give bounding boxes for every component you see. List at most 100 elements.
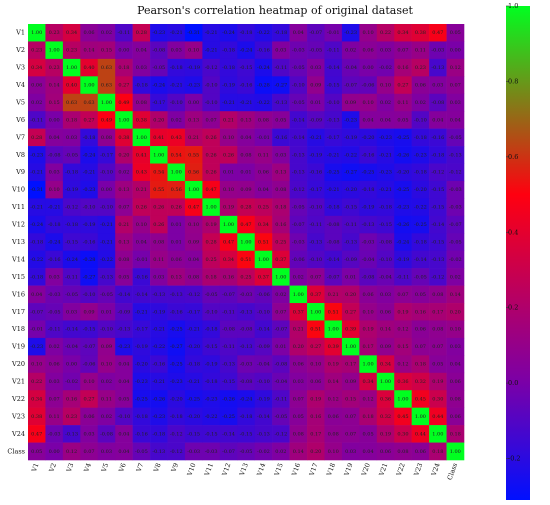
heatmap-cell (132, 390, 151, 408)
heatmap-cell (376, 303, 395, 321)
cell-value-label: -0.22 (257, 30, 270, 36)
cell-value-label: 0.63 (101, 65, 112, 71)
heatmap-cell (394, 390, 412, 408)
cell-value-label: -0.06 (257, 292, 270, 298)
cell-value-label: 0.11 (101, 396, 112, 402)
cell-value-label: 0.21 (118, 222, 129, 228)
cell-value-label: -0.11 (30, 117, 43, 123)
cell-value-label: -0.05 (48, 309, 61, 315)
heatmap-cell (132, 128, 151, 147)
heatmap-cell (429, 285, 447, 304)
cell-value-label: 0.14 (293, 449, 304, 455)
heatmap-cell (289, 285, 308, 304)
cell-value-label: 0.47 (31, 431, 42, 437)
cell-value-label: 0.17 (363, 344, 374, 350)
heatmap-cell (429, 407, 447, 426)
cell-value-label: 0.47 (223, 240, 234, 246)
heatmap-cell (202, 198, 221, 217)
cell-value-label: 0.05 (118, 396, 129, 402)
cell-value-label: -0.10 (414, 117, 427, 123)
heatmap-cell (289, 128, 308, 147)
heatmap-cell (394, 58, 412, 77)
heatmap-cell (254, 93, 273, 112)
cell-value-label: 0.07 (415, 344, 426, 350)
heatmap-cell (394, 372, 412, 391)
cell-value-label: 0.37 (310, 292, 321, 298)
cell-value-label: -0.15 (65, 240, 78, 246)
heatmap-cell (115, 93, 133, 112)
cell-value-label: -0.04 (344, 65, 357, 71)
heatmap-cell (394, 303, 412, 321)
cell-value-label: -0.12 (274, 431, 287, 437)
cell-value-label: 0.51 (328, 309, 339, 315)
heatmap-cell (62, 58, 81, 77)
heatmap-cell (219, 24, 238, 42)
cell-value-label: -0.24 (240, 48, 253, 54)
heatmap-cell (167, 285, 186, 304)
cell-value-label: 0.06 (380, 309, 391, 315)
heatmap-cell (80, 268, 99, 286)
cell-value-label: 0.14 (450, 292, 461, 298)
cell-value-label: 0.03 (66, 309, 77, 315)
heatmap-cell (307, 180, 325, 199)
heatmap-cell (307, 285, 325, 304)
heatmap-cell (184, 372, 203, 391)
cell-value-label: 0.05 (432, 362, 443, 368)
cell-value-label: -0.23 (379, 170, 392, 176)
cell-value-label: -0.04 (362, 257, 375, 263)
heatmap-cell (202, 76, 221, 95)
heatmap-cell (219, 93, 238, 112)
heatmap-cell (289, 372, 308, 391)
heatmap-cell (184, 442, 203, 461)
cell-value-label: 0.02 (31, 100, 42, 106)
heatmap-cell (62, 76, 81, 95)
cell-value-label: 0.20 (118, 152, 129, 158)
heatmap-cell (115, 390, 133, 408)
heatmap-cell (150, 24, 168, 42)
heatmap-cell (167, 128, 186, 147)
heatmap-cell (272, 390, 290, 408)
cell-value-label: 0.16 (310, 414, 321, 420)
heatmap-cell (446, 198, 465, 217)
heatmap-cell (80, 76, 99, 95)
cell-value-label: 0.10 (101, 362, 112, 368)
cell-value-label: -0.15 (379, 222, 392, 228)
cell-value-label: -0.03 (449, 187, 462, 193)
heatmap-cell (307, 111, 325, 129)
cell-value-label: -0.21 (30, 205, 43, 211)
heatmap-cell (429, 180, 447, 199)
cell-value-label: -0.16 (309, 170, 322, 176)
cell-value-label: -0.23 (170, 379, 183, 385)
cell-value-label: 0.18 (432, 449, 443, 455)
cell-value-label: -0.12 (292, 187, 305, 193)
heatmap-cell (376, 355, 395, 374)
cell-value-label: -0.13 (257, 431, 270, 437)
heatmap-cell (184, 355, 203, 374)
cell-value-label: 0.63 (83, 100, 94, 106)
cell-value-label: -0.13 (292, 170, 305, 176)
cell-value-label: -0.24 (222, 30, 235, 36)
heatmap-cell (132, 41, 151, 60)
cell-value-label: -0.08 (327, 222, 340, 228)
cell-value-label: -0.03 (48, 292, 61, 298)
heatmap-cell (132, 180, 151, 199)
heatmap-cell (80, 128, 99, 147)
cell-value-label: -0.21 (205, 30, 218, 36)
cell-value-label: -0.22 (414, 205, 427, 211)
colorbar-tick-label: 0.8 (508, 77, 518, 85)
cell-value-label: 0.26 (206, 152, 217, 158)
heatmap-cell (272, 111, 290, 129)
heatmap-cell (324, 58, 343, 77)
cell-value-label: -0.10 (309, 257, 322, 263)
cell-value-label: -0.18 (240, 30, 253, 36)
heatmap-cell (411, 180, 430, 199)
heatmap-cell (289, 93, 308, 112)
heatmap-cell (307, 146, 325, 164)
cell-value-label: 0.02 (380, 100, 391, 106)
row-tick-label: V22 (11, 395, 25, 403)
heatmap-cell (446, 111, 465, 129)
heatmap-cell (272, 320, 290, 339)
cell-value-label: -0.18 (65, 170, 78, 176)
heatmap-cell (307, 407, 325, 426)
heatmap-cell (45, 24, 64, 42)
